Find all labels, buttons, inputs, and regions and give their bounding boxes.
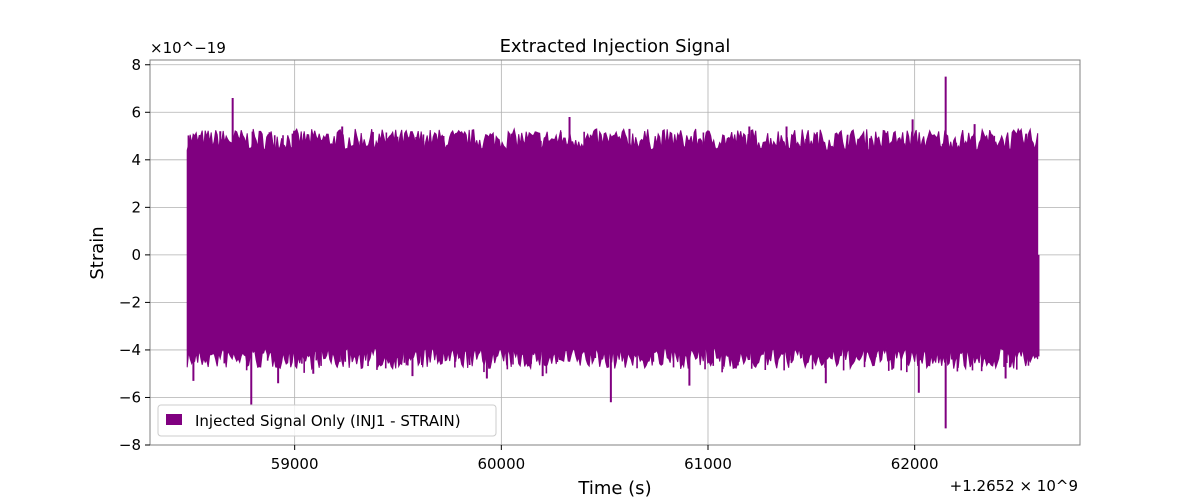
- x-tick-label: 62000: [891, 455, 939, 473]
- y-axis-label: Strain: [87, 226, 108, 279]
- y-tick-label: −6: [119, 388, 141, 406]
- y-tick-label: 6: [131, 103, 141, 121]
- x-tick-label: 61000: [684, 455, 732, 473]
- y-tick-label: −4: [119, 341, 141, 359]
- y-scale-label: ×10^−19: [150, 39, 226, 57]
- x-tick-label: 59000: [271, 455, 319, 473]
- y-tick-label: 0: [131, 246, 141, 264]
- y-tick-label: 2: [131, 198, 141, 216]
- signal-band: [186, 127, 1039, 371]
- plot-frame: [149, 59, 1081, 446]
- x-axis-label: Time (s): [577, 478, 651, 499]
- x-tick-label: 60000: [477, 455, 525, 473]
- y-tick-label: 4: [131, 151, 141, 169]
- legend: Injected Signal Only (INJ1 - STRAIN): [157, 404, 497, 437]
- chart-title: Extracted Injection Signal: [500, 36, 731, 57]
- legend-series-label: Injected Signal Only (INJ1 - STRAIN): [195, 412, 461, 430]
- signal-area: [186, 76, 1040, 429]
- y-tick-label: −2: [119, 293, 141, 311]
- y-tick-label: −8: [119, 436, 141, 454]
- legend-swatch: [166, 414, 182, 425]
- y-tick-label: 8: [131, 56, 141, 74]
- axis-ticks: 59000 60000 61000 62000 −8 −6 −4 −2 0 2 4 6 8: [119, 56, 939, 473]
- x-offset-label: +1.2652 × 10^9: [950, 477, 1078, 495]
- legend-box: [157, 404, 497, 437]
